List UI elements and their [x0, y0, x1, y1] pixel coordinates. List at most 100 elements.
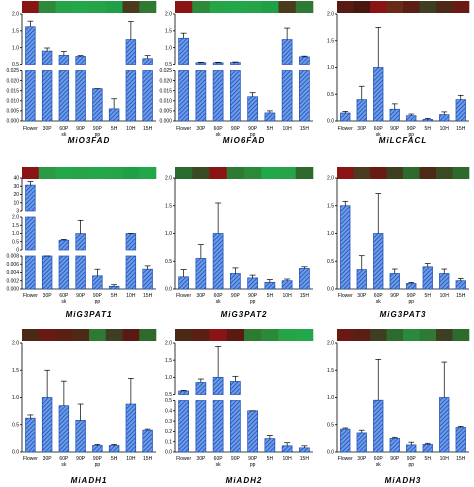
y-tick-label: 1.0	[12, 45, 19, 51]
heatmap-cell	[105, 1, 123, 13]
chart-panel-2: 0.5 1.0 1.5 2.0 0.000 0.005 0.010 0.015 0.020 0.0…	[159, 1, 314, 145]
heatmap-cell	[55, 1, 73, 13]
bar	[195, 382, 207, 395]
bar	[455, 99, 466, 122]
bar	[281, 445, 293, 453]
y-tick-label: 40	[13, 176, 19, 182]
heatmap-cell	[139, 167, 157, 179]
bar	[422, 444, 433, 453]
y-tick-label: 20	[13, 192, 19, 198]
y-tick-label: 0.015	[159, 88, 172, 94]
heatmap-cell	[244, 167, 262, 179]
x-sub-label: sk	[216, 299, 222, 305]
heatmap-cell	[419, 167, 437, 179]
heatmap-cell	[22, 167, 40, 179]
bar	[356, 99, 367, 122]
bar	[195, 258, 207, 290]
y-tick-label: 30	[13, 184, 19, 190]
y-tick-label: 1.5	[165, 29, 172, 35]
heatmap-cell	[38, 329, 56, 341]
x-tick-label: Flower	[23, 126, 38, 132]
y-tick-label: 0.008	[6, 254, 19, 260]
bar	[178, 400, 189, 453]
x-tick-label: Flower	[338, 456, 353, 462]
bar	[389, 438, 400, 453]
y-tick-label: 0.0	[327, 450, 334, 456]
y-tick-label: 0.0	[327, 119, 334, 125]
x-sub-label: sk	[61, 299, 67, 305]
y-tick-label: 2.0	[327, 341, 334, 347]
bar	[41, 397, 53, 453]
y-tick-label: 1.5	[12, 29, 19, 35]
x-sub-label: sk	[61, 132, 67, 138]
x-tick-label: 10H	[126, 293, 136, 299]
x-sub-label: sk	[216, 132, 222, 138]
y-tick-label: 1.0	[165, 45, 172, 51]
gene-title: MiO6FAD	[223, 136, 266, 145]
heatmap-cell	[55, 329, 73, 341]
x-tick-label: 90P	[231, 293, 241, 299]
heatmap-cell	[22, 329, 40, 341]
bar	[422, 119, 433, 122]
bar	[142, 70, 153, 122]
x-tick-label: 5H	[267, 456, 274, 462]
heatmap-cell	[89, 329, 107, 341]
x-tick-label: 15H	[300, 126, 310, 132]
y-tick-label: 0.5	[165, 259, 172, 265]
y-tick-label: 1.5	[327, 368, 334, 374]
x-sub-label: sk	[216, 462, 222, 468]
bar	[247, 410, 258, 453]
x-tick-label: 60P	[214, 456, 224, 462]
heatmap-cell	[261, 1, 279, 13]
y-tick-label: 1.5	[327, 203, 334, 209]
bar	[299, 56, 310, 65]
heatmap-cell	[226, 329, 245, 341]
bar	[25, 70, 36, 122]
x-sub-label: sk	[376, 462, 382, 468]
bar	[281, 280, 293, 290]
bar	[356, 432, 367, 453]
bar	[178, 70, 189, 122]
bar	[195, 70, 207, 122]
x-tick-label: 15H	[143, 293, 153, 299]
bar	[195, 62, 207, 65]
heatmap-cell	[38, 167, 56, 179]
x-sub-label: sk	[61, 462, 67, 468]
bar	[264, 112, 276, 122]
x-tick-label: 90P	[407, 456, 417, 462]
heatmap-cell	[419, 329, 437, 341]
y-tick-label: 1.5	[12, 223, 19, 229]
gene-title: MiADH1	[71, 476, 108, 485]
heatmap-cell	[38, 1, 56, 13]
bar	[264, 281, 276, 290]
heatmap-cell	[403, 167, 420, 179]
bar	[281, 70, 293, 122]
bar	[125, 233, 137, 251]
y-tick-label: 0.020	[6, 78, 19, 84]
y-tick-label: 0.015	[6, 88, 19, 94]
heatmap-cell	[55, 167, 73, 179]
bar	[108, 108, 120, 122]
heatmap-cell	[209, 167, 228, 179]
heatmap-cell	[244, 1, 262, 13]
y-tick-label: 2.0	[12, 12, 19, 18]
bar	[230, 400, 241, 453]
y-tick-label: 0.000	[6, 119, 19, 125]
gene-title: MiO3FAD	[68, 136, 111, 145]
y-tick-label: 2.0	[12, 341, 19, 347]
y-tick-label: 0.5	[165, 392, 172, 398]
bar	[264, 438, 276, 453]
y-tick-label: 2.0	[165, 176, 172, 182]
bar	[340, 112, 351, 122]
y-tick-label: 0	[16, 248, 19, 254]
x-tick-label: 30P	[196, 456, 206, 462]
gene-title: MiG3PAT2	[221, 310, 268, 319]
bar	[25, 26, 36, 65]
heatmap-cell	[105, 167, 123, 179]
bar	[389, 108, 400, 122]
y-tick-label: 1.5	[165, 358, 172, 364]
heatmap-cell	[337, 167, 354, 179]
y-tick-label: 1.5	[327, 38, 334, 44]
x-tick-label: 15H	[300, 456, 310, 462]
bar	[299, 447, 310, 453]
